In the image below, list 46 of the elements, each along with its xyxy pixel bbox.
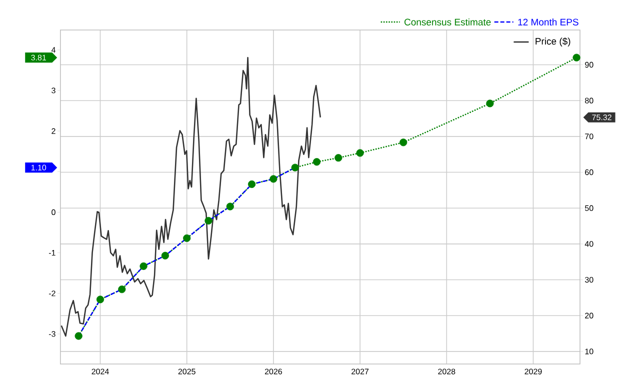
text: 75.32 bbox=[592, 114, 612, 120]
y2-tick-label: 70 bbox=[585, 134, 594, 140]
point bbox=[140, 262, 148, 270]
point bbox=[356, 149, 364, 157]
point bbox=[312, 158, 321, 166]
y2-tick-label: 50 bbox=[584, 205, 594, 211]
legend-label: 12 Month EPS bbox=[518, 18, 578, 26]
y-tick-label: -1 bbox=[48, 250, 56, 256]
y-tick-label: 3 bbox=[52, 88, 56, 94]
point bbox=[74, 332, 82, 340]
y-tick-label: -3 bbox=[48, 331, 56, 337]
point bbox=[334, 154, 342, 162]
point bbox=[248, 180, 256, 188]
point bbox=[204, 216, 212, 225]
point bbox=[118, 286, 126, 294]
x-tick-label: 2026 bbox=[264, 368, 282, 374]
x-tick-label: 2025 bbox=[178, 368, 196, 374]
line-series bbox=[60, 56, 322, 337]
text: 1.10 bbox=[31, 164, 46, 170]
legend-label: Consensus Estimate bbox=[404, 18, 491, 26]
y2-tick-label: 20 bbox=[585, 312, 594, 318]
point bbox=[400, 138, 408, 146]
y-tick-label: 0 bbox=[52, 209, 56, 216]
y-tick-label: 2 bbox=[52, 128, 56, 134]
point bbox=[270, 175, 278, 183]
x-tick-label: 2028 bbox=[438, 368, 456, 374]
point bbox=[161, 252, 169, 260]
point bbox=[183, 234, 191, 242]
y2-tick-label: 30 bbox=[584, 276, 594, 283]
y2-tick-label: 10 bbox=[585, 348, 594, 354]
legend-label: Price ($) bbox=[536, 37, 570, 46]
point bbox=[572, 54, 580, 62]
x-tick-label: 2024 bbox=[92, 368, 109, 374]
point bbox=[226, 202, 234, 210]
y2-tick-label: 80 bbox=[585, 98, 594, 104]
text: 3.81 bbox=[31, 54, 46, 60]
y-tick-label: 4 bbox=[51, 47, 56, 53]
x-tick-label: 2027 bbox=[352, 368, 369, 374]
x-tick-label: 2029 bbox=[524, 368, 542, 374]
point bbox=[291, 164, 299, 172]
y-tick-label: -2 bbox=[48, 290, 56, 296]
y2-tick-label: 90 bbox=[585, 62, 594, 68]
point bbox=[96, 296, 104, 304]
point bbox=[486, 100, 494, 108]
y2-tick-label: 60 bbox=[585, 169, 594, 176]
y2-tick-label: 40 bbox=[584, 241, 594, 247]
